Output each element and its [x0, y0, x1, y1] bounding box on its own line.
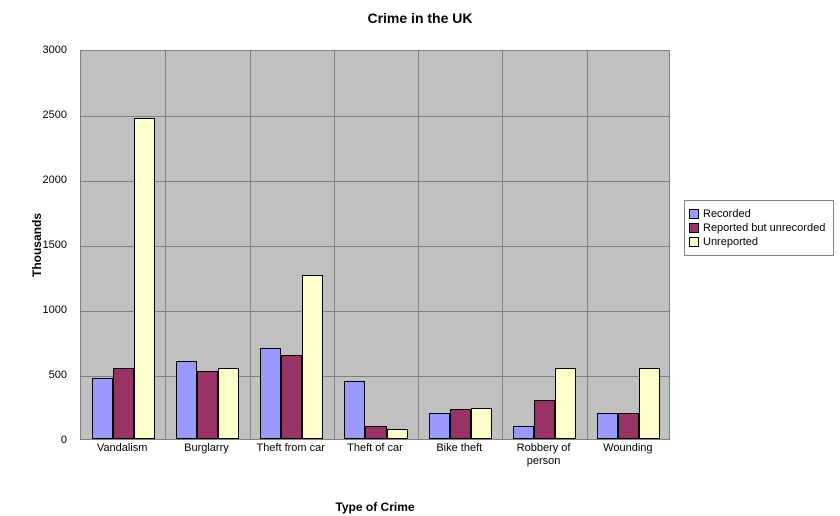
gridline-v	[587, 51, 588, 439]
gridline-h	[81, 246, 669, 247]
x-tick-label: Theft from car	[251, 442, 331, 455]
x-tick-label: Theft of car	[335, 442, 415, 455]
legend-label: Unreported	[703, 236, 758, 248]
bar	[92, 378, 113, 439]
legend-label: Reported but unrecorded	[703, 222, 825, 234]
gridline-v	[334, 51, 335, 439]
bar	[471, 408, 492, 439]
y-tick-labels: 050010001500200025003000	[0, 50, 75, 440]
gridline-v	[418, 51, 419, 439]
bar	[387, 429, 408, 439]
gridline-h	[81, 181, 669, 182]
y-tick-label: 2000	[43, 174, 67, 186]
gridline-v	[165, 51, 166, 439]
legend-item: Reported but unrecorded	[689, 221, 829, 235]
bar	[639, 368, 660, 440]
y-tick-label: 1500	[43, 239, 67, 251]
bar	[197, 371, 218, 439]
bar	[113, 368, 134, 440]
legend-label: Recorded	[703, 208, 751, 220]
bar	[513, 426, 534, 439]
plot-area	[80, 50, 670, 440]
bar	[134, 118, 155, 439]
bar	[344, 381, 365, 440]
bar	[597, 413, 618, 439]
legend-swatch	[689, 209, 699, 219]
bar	[429, 413, 450, 439]
legend-swatch	[689, 237, 699, 247]
bar	[618, 413, 639, 439]
bar	[260, 348, 281, 439]
chart-title: Crime in the UK	[0, 10, 840, 26]
chart-container: Crime in the UK Thousands Type of Crime …	[0, 0, 840, 516]
y-tick-label: 1000	[43, 304, 67, 316]
y-tick-label: 0	[61, 434, 67, 446]
x-tick-label: Burglarry	[166, 442, 246, 455]
x-tick-label: Wounding	[588, 442, 668, 455]
gridline-v	[250, 51, 251, 439]
gridline-v	[502, 51, 503, 439]
y-tick-label: 3000	[43, 44, 67, 56]
y-tick-label: 500	[49, 369, 67, 381]
x-tick-labels: Vandalism Burglarry Theft from car Theft of…	[80, 442, 670, 482]
legend: Recorded Reported but unrecorded Unreporte…	[684, 200, 834, 256]
x-axis-label: Type of Crime	[80, 500, 670, 514]
bar	[555, 368, 576, 440]
bar	[534, 400, 555, 439]
bar	[176, 361, 197, 439]
legend-item: Unreported	[689, 235, 829, 249]
y-tick-label: 2500	[43, 109, 67, 121]
bar	[302, 275, 323, 439]
bar	[218, 368, 239, 440]
x-tick-label: Bike theft	[419, 442, 499, 455]
gridline-h	[81, 311, 669, 312]
gridline-h	[81, 116, 669, 117]
gridline-h	[81, 376, 669, 377]
legend-item: Recorded	[689, 207, 829, 221]
bar	[450, 409, 471, 439]
x-tick-label: Vandalism	[82, 442, 162, 455]
bar	[281, 355, 302, 440]
legend-swatch	[689, 223, 699, 233]
bar	[365, 426, 386, 439]
x-tick-label: Robbery of person	[504, 442, 584, 468]
